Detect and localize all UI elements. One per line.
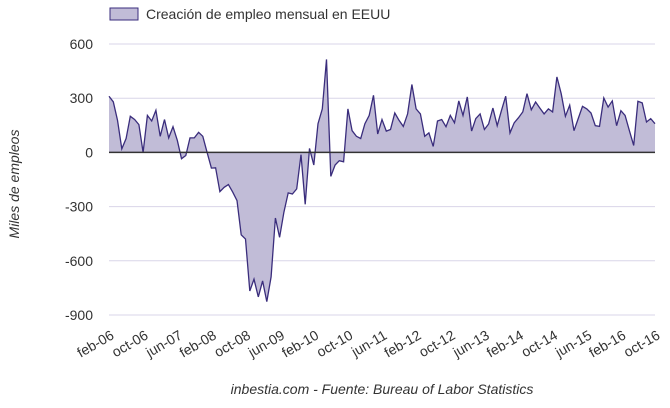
- y-tick-label: -600: [65, 253, 93, 269]
- x-tick-label: feb-12: [381, 327, 424, 361]
- y-tick-label: 600: [70, 36, 94, 52]
- legend-swatch: [109, 7, 139, 21]
- legend: Creación de empleo mensual en EEUU: [109, 6, 390, 22]
- x-tick-label: oct-10: [314, 327, 356, 360]
- y-tick-label: -900: [65, 307, 93, 323]
- grid-lines: [109, 43, 655, 316]
- y-tick-label: 0: [85, 144, 93, 160]
- x-tick-label: feb-16: [586, 327, 629, 361]
- x-axis-ticks: feb-06oct-06jun-07feb-08oct-08jun-09feb-…: [74, 327, 663, 361]
- x-tick-label: oct-14: [518, 327, 560, 360]
- x-tick-label: feb-10: [279, 327, 322, 361]
- x-tick-label: feb-08: [176, 327, 219, 361]
- x-tick-label: oct-08: [211, 327, 253, 360]
- legend-label: Creación de empleo mensual en EEUU: [146, 6, 390, 22]
- x-tick-label: oct-16: [621, 327, 663, 360]
- x-tick-label: oct-06: [109, 327, 151, 360]
- y-tick-label: -300: [65, 199, 93, 215]
- y-axis-ticks: 600 300 0 -300 -600 -900: [65, 36, 93, 323]
- series-area: [109, 59, 655, 302]
- y-axis-label: Miles de empleos: [6, 130, 22, 239]
- series-line: [108, 59, 656, 302]
- x-tick-label: jun-13: [449, 327, 492, 361]
- source-footer: inbestia.com - Fuente: Bureau of Labor S…: [231, 381, 534, 397]
- x-tick-label: jun-15: [552, 327, 595, 361]
- x-tick-label: jun-07: [142, 327, 185, 361]
- x-tick-label: jun-09: [245, 327, 288, 361]
- x-tick-label: oct-12: [416, 327, 458, 360]
- y-tick-label: 300: [70, 90, 94, 106]
- x-tick-label: jun-11: [348, 327, 390, 360]
- x-tick-label: feb-14: [484, 327, 527, 361]
- x-tick-label: feb-06: [74, 327, 117, 361]
